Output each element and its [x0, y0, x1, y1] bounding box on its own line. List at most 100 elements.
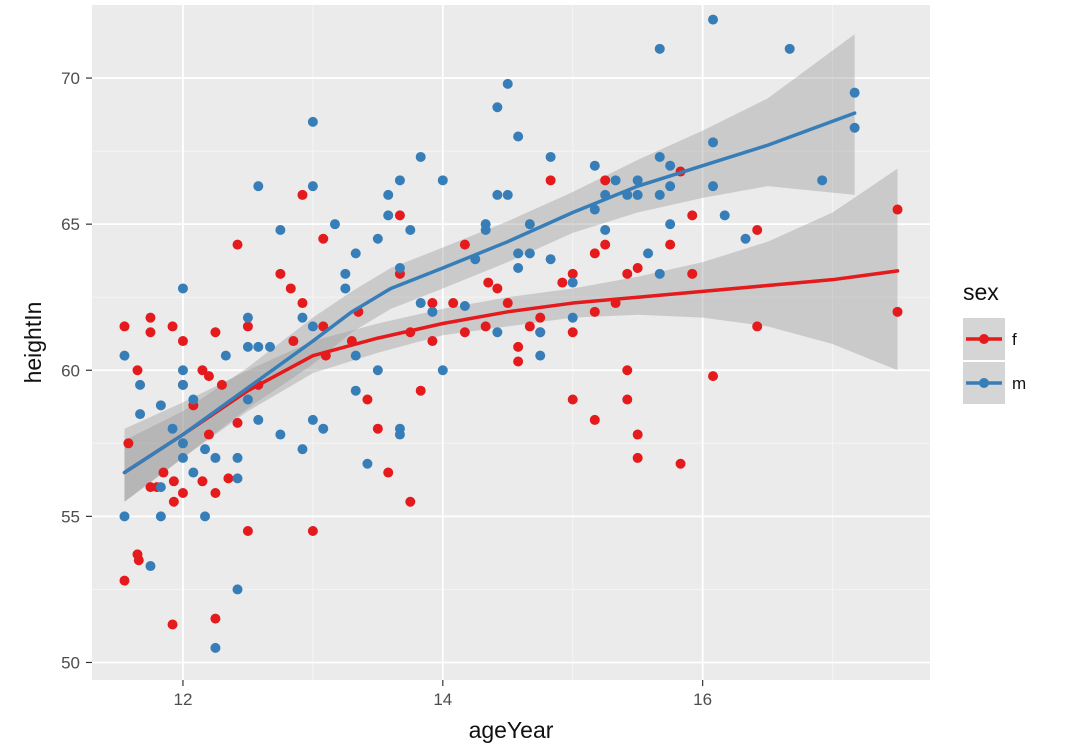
- point-f: [307, 525, 318, 536]
- point-m: [502, 189, 513, 200]
- y-axis-title: heightIn: [20, 302, 46, 384]
- point-f: [535, 312, 546, 323]
- point-m: [242, 394, 253, 405]
- point-f: [394, 210, 405, 221]
- point-m: [524, 219, 535, 230]
- legend-key-m-point: [979, 378, 989, 388]
- point-m: [177, 379, 188, 390]
- point-m: [415, 151, 426, 162]
- point-m: [405, 225, 416, 235]
- point-m: [177, 452, 188, 463]
- point-m: [849, 122, 860, 133]
- point-f: [665, 239, 676, 250]
- point-m: [545, 151, 556, 162]
- point-m: [210, 642, 221, 653]
- point-f: [752, 321, 763, 332]
- confidence-bands: [124, 34, 898, 502]
- point-f: [133, 555, 144, 566]
- point-m: [253, 414, 264, 425]
- point-m: [665, 160, 676, 171]
- point-m: [383, 189, 394, 200]
- point-f: [362, 394, 373, 405]
- point-m: [502, 78, 513, 89]
- point-f: [632, 452, 643, 463]
- point-f: [459, 239, 470, 250]
- point-m: [177, 365, 188, 376]
- y-tick-label: 65: [61, 215, 80, 234]
- point-m: [437, 175, 448, 186]
- point-f: [567, 394, 578, 405]
- point-m: [513, 131, 524, 142]
- confidence-band-m: [124, 34, 855, 502]
- point-m: [307, 181, 318, 192]
- point-m: [232, 584, 243, 595]
- point-m: [492, 327, 503, 338]
- point-f: [168, 476, 179, 487]
- point-m: [524, 248, 535, 259]
- point-f: [557, 277, 568, 288]
- point-f: [372, 423, 383, 434]
- point-f: [632, 262, 643, 273]
- point-m: [437, 365, 448, 376]
- point-f: [687, 210, 698, 221]
- point-m: [372, 233, 383, 244]
- point-f: [210, 487, 221, 498]
- point-m: [350, 385, 361, 396]
- point-m: [135, 379, 146, 390]
- point-f: [459, 327, 470, 338]
- point-f: [203, 429, 214, 440]
- point-m: [513, 248, 524, 259]
- legend-key-f-point: [979, 334, 989, 344]
- point-m: [318, 423, 329, 434]
- point-m: [188, 394, 199, 405]
- point-m: [654, 268, 665, 279]
- x-tick-label: 14: [433, 690, 452, 709]
- point-m: [155, 482, 166, 493]
- smooth-line-f: [122, 269, 900, 475]
- point-f: [119, 575, 130, 586]
- point-f: [232, 417, 243, 428]
- point-m: [513, 262, 524, 273]
- point-f: [427, 298, 438, 309]
- axis-ticks: [86, 77, 704, 686]
- y-tick-label: 55: [61, 507, 80, 526]
- point-m: [383, 210, 394, 221]
- tick-labels: 12 14 16 50 55 60 65 70: [61, 69, 712, 709]
- legend: sex f m: [963, 279, 1026, 404]
- point-f: [242, 525, 253, 536]
- point-f: [167, 321, 178, 332]
- point-m: [535, 327, 546, 338]
- point-m: [275, 225, 286, 235]
- point-f: [600, 175, 611, 186]
- point-m: [394, 175, 405, 186]
- point-f: [145, 327, 156, 338]
- point-m: [340, 268, 351, 279]
- point-f: [752, 225, 763, 235]
- smooth-line-m: [122, 111, 857, 475]
- point-m: [242, 312, 253, 323]
- point-f: [177, 487, 188, 498]
- point-f: [480, 321, 491, 332]
- point-f: [285, 283, 296, 294]
- point-m: [232, 452, 243, 463]
- point-m: [232, 473, 243, 484]
- point-m: [849, 87, 860, 98]
- point-m: [350, 350, 361, 361]
- point-f: [589, 306, 600, 317]
- point-f: [622, 268, 633, 279]
- point-m: [589, 160, 600, 171]
- point-f: [632, 429, 643, 440]
- point-m: [610, 175, 621, 186]
- legend-label-f: f: [1012, 330, 1017, 349]
- point-f: [197, 365, 208, 376]
- x-tick-label: 12: [173, 690, 192, 709]
- point-f: [589, 414, 600, 425]
- point-f: [622, 394, 633, 405]
- point-m: [784, 43, 795, 54]
- point-m: [307, 116, 318, 127]
- point-m: [632, 189, 643, 200]
- point-f: [297, 189, 308, 200]
- y-tick-label: 50: [61, 653, 80, 672]
- point-f: [427, 336, 438, 347]
- point-f: [675, 458, 686, 469]
